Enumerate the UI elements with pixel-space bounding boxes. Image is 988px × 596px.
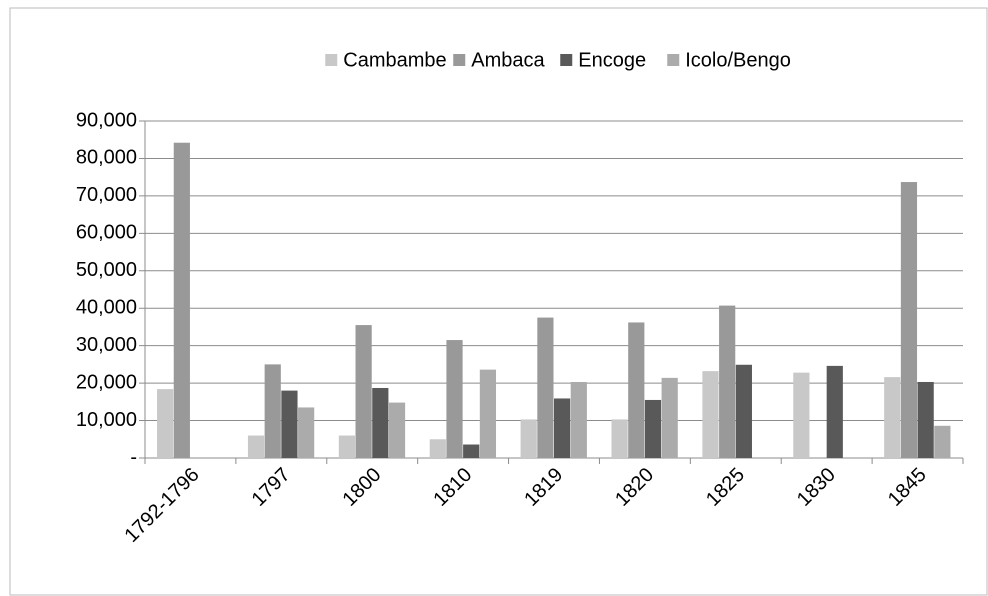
bar (719, 305, 736, 458)
bar (611, 419, 628, 458)
x-tick-label: 1792-1796 (121, 464, 204, 547)
bar (281, 390, 298, 458)
bar (298, 407, 315, 458)
bar (628, 322, 645, 458)
chart-frame (9, 7, 988, 596)
bar (537, 317, 554, 458)
bar (157, 389, 174, 458)
bar (355, 325, 372, 458)
bar (372, 387, 389, 458)
bar (463, 444, 480, 458)
y-tick-label: 90,000 (76, 109, 137, 131)
y-tick-label: 40,000 (76, 297, 137, 319)
bar (338, 435, 356, 458)
legend-label: Ambaca (471, 49, 545, 71)
x-tick-label: 1810 (429, 464, 476, 511)
y-tick-label: 60,000 (76, 222, 137, 244)
y-tick-label: - (130, 446, 137, 468)
bar (793, 372, 810, 458)
y-tick-label: 50,000 (76, 259, 137, 281)
bar (247, 435, 265, 458)
x-tick-label: 1830 (793, 464, 840, 511)
x-tick-label: 1845 (884, 464, 931, 511)
x-tick-label: 1819 (520, 464, 567, 511)
bar (264, 364, 281, 458)
x-tick-label: 1800 (338, 464, 385, 511)
bar (702, 371, 719, 458)
bar (661, 377, 678, 458)
bar (554, 398, 571, 458)
y-tick-label: 30,000 (76, 334, 137, 356)
bar (934, 425, 951, 458)
x-tick-label: 1797 (248, 464, 295, 511)
legend-swatch (667, 54, 680, 66)
bar (429, 439, 446, 458)
y-tick-label: 80,000 (76, 147, 137, 169)
bar (644, 399, 662, 458)
bar (479, 369, 497, 458)
legend-swatch (453, 54, 466, 66)
bar (884, 377, 901, 458)
legend-swatch (560, 54, 573, 66)
legend-label: Icolo/Bengo (685, 49, 791, 71)
bar (917, 381, 934, 458)
x-tick-label: 1825 (702, 464, 749, 511)
bar (735, 364, 752, 458)
y-tick-label: 10,000 (76, 409, 137, 431)
bar (388, 402, 406, 458)
bar (570, 381, 587, 458)
legend-label: Encoge (578, 49, 646, 71)
bar (173, 142, 190, 458)
y-tick-label: 20,000 (76, 371, 137, 393)
y-tick-label: 70,000 (76, 184, 137, 206)
x-tick-label: 1820 (611, 464, 658, 511)
bar (446, 340, 463, 458)
bar (826, 365, 843, 458)
bar (900, 182, 918, 459)
bar (520, 419, 537, 458)
legend-label: Cambambe (343, 49, 446, 71)
legend-swatch (325, 54, 338, 66)
